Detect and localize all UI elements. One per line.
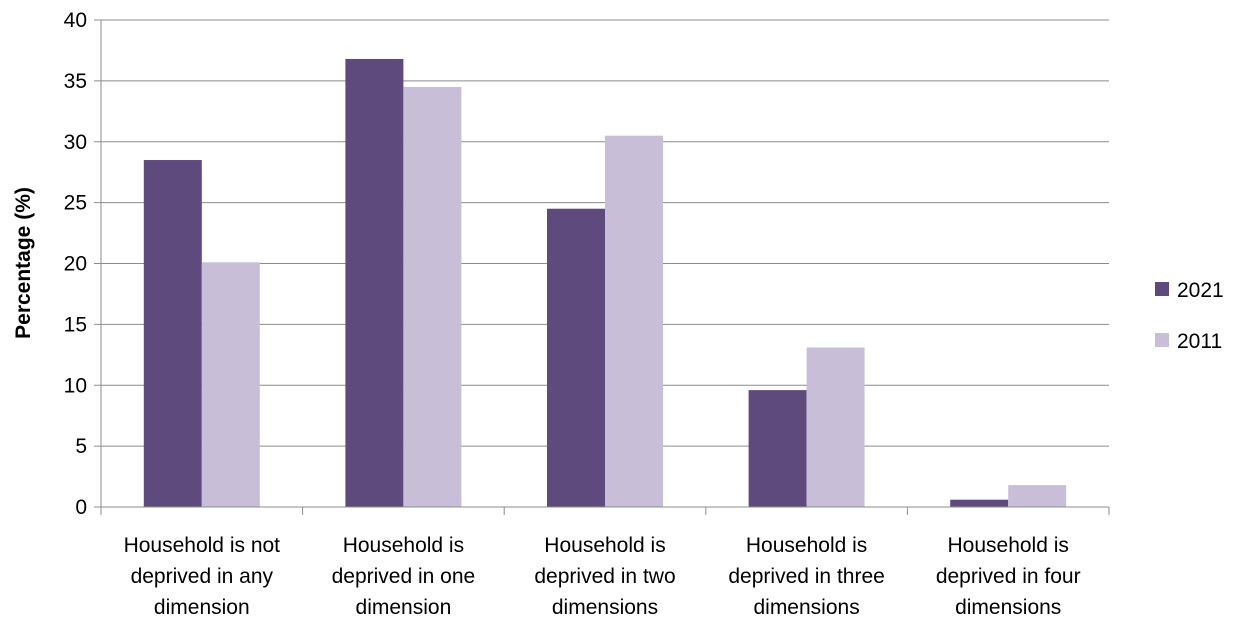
x-category-label: Household is xyxy=(947,534,1068,557)
y-axis-label: Percentage (%) xyxy=(12,187,35,339)
bar-2011-2 xyxy=(403,86,462,508)
x-category-label: dimensions xyxy=(955,596,1061,619)
x-category-label: dimension xyxy=(356,596,452,619)
y-tick-label: 35 xyxy=(64,70,87,93)
y-tick-label: 10 xyxy=(64,374,87,397)
y-tick-label: 15 xyxy=(64,313,87,336)
x-category-label: Household is xyxy=(746,534,867,557)
x-category-label: deprived in three xyxy=(728,565,884,588)
legend: 2021 2011 xyxy=(1155,279,1224,353)
bar-2011-4 xyxy=(806,347,865,507)
legend-swatch-2021 xyxy=(1155,282,1169,296)
y-tick-labels: 0 5 10 15 20 25 30 35 40 xyxy=(64,9,87,519)
x-category-label: deprived in four xyxy=(936,565,1081,588)
bars xyxy=(143,58,1067,508)
legend-label-2021: 2021 xyxy=(1177,279,1224,302)
axes xyxy=(94,19,1110,515)
x-category-label: deprived in two xyxy=(534,565,675,588)
bar-2021-5 xyxy=(950,499,1009,507)
bar-2011-3 xyxy=(605,135,663,507)
y-tick-label: 5 xyxy=(75,435,87,458)
legend-swatch-2011 xyxy=(1155,333,1169,347)
bar-2011-1 xyxy=(201,262,260,507)
x-category-label: dimension xyxy=(154,596,250,619)
bar-2011-5 xyxy=(1008,485,1067,507)
y-tick-label: 20 xyxy=(64,253,87,276)
y-tick-label: 0 xyxy=(75,496,87,519)
y-tick-label: 40 xyxy=(64,9,87,32)
legend-label-2011: 2011 xyxy=(1177,330,1222,353)
bar-2021-4 xyxy=(748,390,807,507)
y-tick-label: 25 xyxy=(64,192,87,215)
x-category-label: Household is xyxy=(544,534,665,557)
bar-2021-3 xyxy=(547,208,605,507)
x-category-label: Household is xyxy=(343,534,464,557)
x-category-label: Household is not xyxy=(124,534,281,557)
y-tick-label: 30 xyxy=(64,131,87,154)
x-category-label: dimensions xyxy=(753,596,859,619)
bar-2021-2 xyxy=(345,58,404,508)
bar-2021-1 xyxy=(143,160,202,507)
x-category-label: deprived in any xyxy=(131,565,274,588)
x-category-label: deprived in one xyxy=(332,565,476,588)
x-category-label: dimensions xyxy=(552,596,658,619)
x-category-labels: Household is not deprived in any dimension… xyxy=(124,534,1081,619)
